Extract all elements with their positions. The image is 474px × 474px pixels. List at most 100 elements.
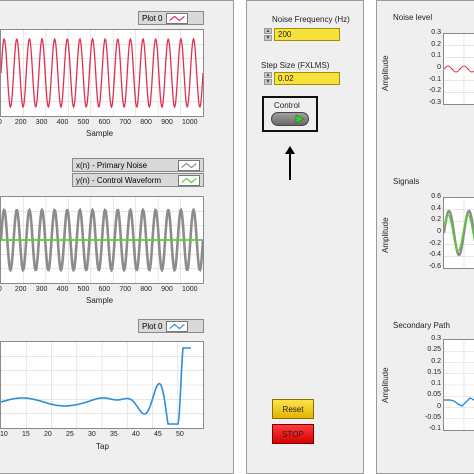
x-tick-label: 900	[161, 119, 173, 126]
x-tick-label: 40	[132, 431, 140, 438]
y-tick-label: 0.3	[431, 335, 441, 342]
plot-legend[interactable]: Plot 0	[138, 11, 204, 25]
right-graph-panel: Noise level Amplitude 0.3 0.2 0.1 0 -0.1 -0.2…	[376, 0, 474, 474]
waveform-plot-area[interactable]	[0, 29, 204, 117]
x-tick-label: 800	[140, 286, 152, 293]
secondary-path-plot-area[interactable]	[443, 339, 474, 431]
x-tick-label: 15	[22, 431, 30, 438]
waveform-line	[1, 37, 203, 109]
filter-taps-graph: Plot 0 Tap 10 15 20 25 30 35 40 45 50	[0, 317, 210, 467]
x-tick-label: 700	[119, 119, 132, 126]
x-tick-label: 45	[154, 431, 162, 438]
x-tick-label: 500	[77, 119, 90, 126]
graph-title: Noise level	[393, 13, 433, 22]
x-tick-label: 00	[0, 286, 2, 293]
x-tick-label: 400	[56, 286, 69, 293]
y-tick-label: 0	[437, 228, 441, 235]
y-tick-label: 0.2	[431, 40, 441, 48]
y-tick-label: 0.1	[431, 52, 441, 60]
reset-button[interactable]: Reset	[272, 399, 314, 419]
control-toggle-button[interactable]	[271, 112, 309, 126]
graph-title: Secondary Path	[393, 321, 450, 330]
step-size-spinner[interactable]: ▲ ▼	[264, 72, 272, 85]
x-tick-label: 400	[56, 119, 69, 126]
increment-arrow-icon[interactable]: ▲	[264, 72, 272, 78]
noise-frequency-input[interactable]: 200	[274, 28, 340, 41]
secondary-path-line	[444, 397, 474, 407]
y-tick-label: 0	[437, 402, 441, 410]
left-graph-panel: Plot 0 Sample 00 200 300 400 500 600 700 800 900…	[0, 0, 234, 474]
filter-taps-line	[1, 347, 191, 425]
noise-control-graph: x(n) - Primary Noise y(n) - Control Wave…	[0, 156, 210, 306]
plot-legend[interactable]: Plot 0	[138, 319, 204, 333]
play-triangle-icon	[295, 114, 305, 124]
legend-control-waveform[interactable]: y(n) - Control Waveform	[72, 173, 204, 187]
x-tick-label: 700	[119, 286, 132, 293]
waveform-plot-svg	[1, 30, 203, 116]
x-tick-label: 600	[98, 286, 111, 293]
noise-level-graph: Noise level Amplitude 0.3 0.2 0.1 0 -0.1 -0.2…	[377, 1, 474, 141]
y-tick-label: 0.2	[431, 357, 441, 365]
control-panel: Noise Frequency (Hz) ▲ ▼ 200 Step Size (F…	[246, 0, 364, 474]
signals-plot-svg	[444, 198, 474, 268]
y-tick-label: -0.1	[428, 75, 441, 83]
y-tick-label: -0.1	[428, 425, 441, 432]
x-tick-label: 35	[110, 431, 118, 438]
legend-label: Plot 0	[142, 13, 163, 23]
increment-arrow-icon[interactable]: ▲	[264, 28, 272, 34]
x-tick-label: 900	[161, 286, 173, 293]
filter-taps-plot-svg	[1, 342, 203, 428]
step-size-control: ▲ ▼ 0.02	[264, 72, 340, 85]
x-tick-label: 10	[0, 431, 8, 438]
y-tick-label: -0.2	[428, 87, 441, 95]
signals-control-line	[444, 214, 474, 252]
step-size-input[interactable]: 0.02	[274, 72, 340, 85]
filter-taps-plot-area[interactable]	[0, 341, 204, 429]
noise-level-line	[444, 65, 474, 73]
x-tick-label: 600	[98, 119, 111, 126]
y-tick-label: 0.6	[431, 193, 441, 200]
legend-line-icon	[178, 159, 200, 171]
x-tick-label: 800	[140, 119, 152, 126]
graph-title: Signals	[393, 177, 420, 186]
x-axis-title: Sample	[86, 296, 114, 305]
legend-line-icon	[178, 174, 200, 186]
y-tick-label: 0.05	[427, 391, 441, 399]
noise-frequency-spinner[interactable]: ▲ ▼	[264, 28, 272, 41]
y-tick-label: 0.4	[431, 204, 441, 212]
noise-control-plot-area[interactable]	[0, 196, 204, 284]
signals-noise-line	[444, 209, 474, 257]
x-axis-title: Sample	[86, 129, 114, 138]
x-tick-label: 1000	[182, 119, 198, 126]
signals-plot-area[interactable]	[443, 197, 474, 269]
x-tick-label: 200	[14, 286, 27, 293]
x-tick-label: 50	[176, 431, 184, 438]
noise-frequency-control: ▲ ▼ 200	[264, 28, 340, 41]
waveform-graph: Plot 0 Sample 00 200 300 400 500 600 700 800 900…	[0, 9, 210, 139]
y-axis-title: Amplitude	[381, 367, 390, 403]
y-tick-label: 0.3	[431, 29, 441, 36]
decrement-arrow-icon[interactable]: ▼	[264, 79, 272, 85]
legend-line-icon	[166, 12, 189, 24]
x-tick-label: 300	[35, 119, 48, 126]
arrow-up-icon	[285, 146, 295, 180]
signals-graph: Signals Amplitude 0.6 0.4 0.2 0 -0.2 -0.4 -0.6	[377, 169, 474, 289]
legend-label: x(n) - Primary Noise	[76, 160, 148, 170]
x-tick-label: 20	[44, 431, 52, 438]
x-tick-label: 200	[14, 119, 27, 126]
decrement-arrow-icon[interactable]: ▼	[264, 35, 272, 41]
legend-label: Plot 0	[142, 321, 163, 331]
x-tick-label: 300	[35, 286, 48, 293]
y-axis-title: Amplitude	[381, 55, 390, 91]
noise-level-plot-area[interactable]	[443, 33, 474, 105]
noise-frequency-label: Noise Frequency (Hz)	[272, 15, 350, 24]
x-tick-label: 500	[77, 286, 90, 293]
control-label: Control	[274, 101, 300, 110]
y-tick-label: -0.3	[428, 99, 441, 106]
y-tick-label: 0.25	[427, 346, 441, 354]
stop-button[interactable]: STOP	[272, 424, 314, 444]
legend-line-icon	[166, 320, 189, 332]
y-tick-label: -0.4	[428, 251, 441, 259]
legend-primary-noise[interactable]: x(n) - Primary Noise	[72, 158, 204, 172]
x-tick-label: 30	[88, 431, 96, 438]
